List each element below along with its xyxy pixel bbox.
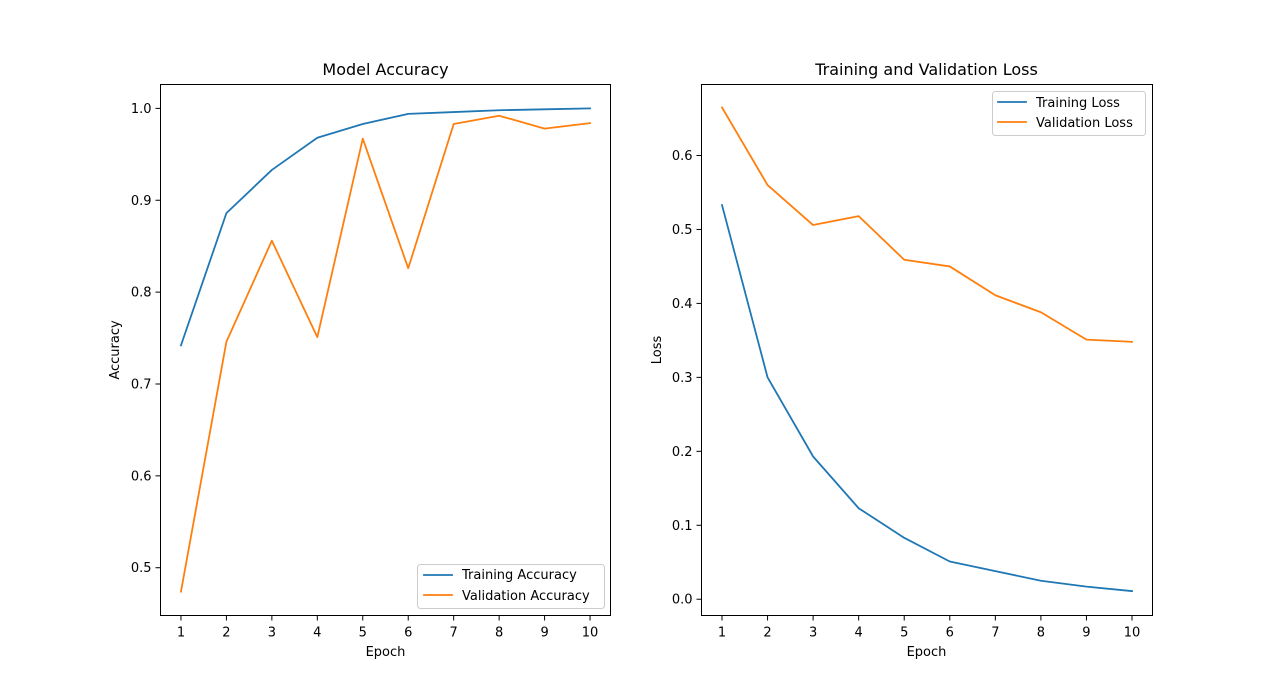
loss-y-tick-label: 0.1	[672, 519, 693, 534]
loss-legend-label-training: Training Loss	[1035, 96, 1120, 111]
accuracy-x-axis-label: Epoch	[366, 645, 406, 660]
loss-x-axis-label: Epoch	[907, 645, 947, 660]
accuracy-x-tick-label: 3	[268, 626, 276, 641]
loss-chart: Training and Validation Loss 1 2 3 4 5 6 7 8 9 10…	[650, 60, 1153, 660]
loss-x-tick-label: 10	[1124, 626, 1141, 641]
accuracy-x-tick-label: 6	[404, 626, 412, 641]
loss-x-tick-label: 7	[991, 626, 999, 641]
loss-legend: Training Loss Validation Loss	[992, 91, 1146, 136]
loss-series-training-line	[720, 203, 1133, 593]
accuracy-x-tick-label: 10	[582, 626, 599, 641]
loss-series-validation-line	[720, 106, 1133, 343]
accuracy-x-tick-label: 4	[313, 626, 321, 641]
accuracy-x-tick-label: 7	[450, 626, 458, 641]
loss-legend-box	[992, 91, 1146, 136]
loss-chart-title: Training and Validation Loss	[814, 60, 1038, 79]
accuracy-legend-label-validation: Validation Accuracy	[462, 589, 590, 604]
accuracy-x-tick-label: 5	[359, 626, 367, 641]
loss-y-tick-label: 0.4	[672, 297, 693, 312]
accuracy-legend: Training Accuracy Validation Accuracy	[417, 564, 605, 609]
loss-x-tick-label: 3	[809, 626, 817, 641]
loss-chart-marks	[720, 106, 1133, 593]
loss-x-tick-label: 4	[855, 626, 863, 641]
accuracy-y-tick-label: 0.7	[131, 377, 152, 392]
loss-y-axis-label: Loss	[650, 336, 665, 365]
accuracy-y-tick-label: 0.9	[131, 194, 152, 209]
accuracy-series-training-line	[179, 107, 591, 347]
accuracy-plot-frame	[160, 84, 611, 616]
accuracy-x-tick-label: 2	[222, 626, 230, 641]
accuracy-y-tick-label: 0.5	[131, 561, 152, 576]
accuracy-x-tick-label: 9	[540, 626, 548, 641]
loss-x-tick-label: 2	[763, 626, 771, 641]
loss-y-tick-label: 0.5	[672, 223, 693, 238]
loss-x-tick-label: 1	[718, 626, 726, 641]
accuracy-y-tick-label: 1.0	[131, 102, 152, 117]
accuracy-legend-label-training: Training Accuracy	[461, 568, 577, 583]
accuracy-y-axis-label: Accuracy	[108, 320, 123, 380]
accuracy-series-validation-line	[179, 114, 592, 593]
accuracy-y-tick-label: 0.8	[131, 286, 152, 301]
loss-plot-frame	[701, 84, 1153, 616]
loss-y-ticks: 0.0 0.1 0.2 0.3 0.4 0.5 0.6	[672, 149, 702, 608]
accuracy-legend-box	[417, 564, 605, 609]
loss-y-tick-label: 0.6	[672, 149, 693, 164]
accuracy-x-ticks: 1 2 3 4 5 6 7 8 9 10	[177, 615, 599, 641]
loss-x-tick-label: 5	[900, 626, 908, 641]
accuracy-chart-title: Model Accuracy	[322, 60, 448, 79]
loss-legend-label-validation: Validation Loss	[1036, 116, 1133, 131]
accuracy-x-tick-label: 8	[495, 626, 503, 641]
accuracy-x-tick-label: 1	[177, 626, 185, 641]
loss-x-ticks: 1 2 3 4 5 6 7 8 9 10	[718, 615, 1141, 641]
accuracy-chart: Model Accuracy 1 2 3 4 5 6 7 8 9 10 0.50.60.70.80…	[108, 60, 611, 660]
loss-x-tick-label: 6	[946, 626, 954, 641]
accuracy-chart-marks	[179, 107, 592, 593]
loss-x-tick-label: 8	[1037, 626, 1045, 641]
loss-x-tick-label: 9	[1082, 626, 1090, 641]
loss-y-tick-label: 0.2	[672, 445, 693, 460]
loss-y-tick-label: 0.0	[672, 593, 693, 608]
accuracy-y-ticks: 0.5 0.6 0.7 0.8 0.9 1.0	[131, 102, 161, 576]
loss-y-tick-label: 0.3	[672, 371, 693, 386]
accuracy-y-tick-label: 0.6	[131, 469, 152, 484]
